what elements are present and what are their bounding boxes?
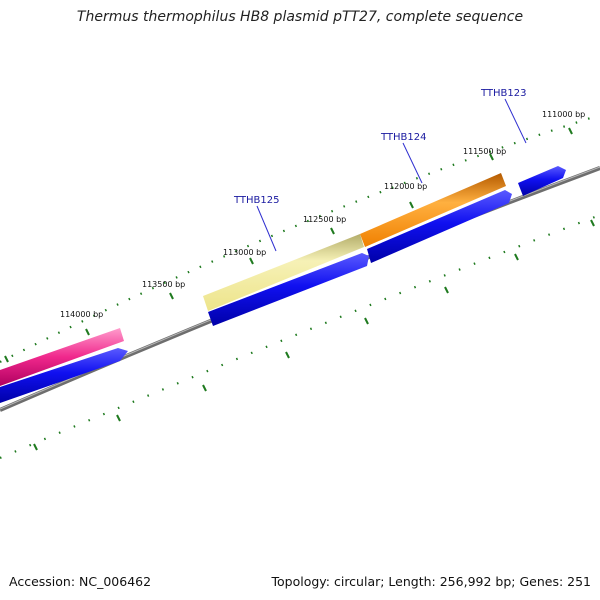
blue-gene-arrow — [0, 348, 128, 403]
major-tick — [489, 153, 494, 161]
outer-tick-ring — [0, 113, 600, 363]
major-tick — [169, 292, 174, 300]
major-tick — [249, 257, 254, 265]
major-ticks — [4, 127, 595, 451]
gene-label-tthb125[interactable]: TTHB125 — [233, 195, 280, 206]
blue-gene-arrow — [367, 190, 512, 263]
major-tick — [202, 384, 207, 392]
tick-label: 113500 bp — [142, 280, 185, 289]
callout-lines — [256, 98, 527, 252]
major-tick — [444, 286, 449, 294]
tick-label: 112000 bp — [384, 182, 427, 191]
tick-label: 112500 bp — [303, 215, 346, 224]
orange-feature — [360, 173, 506, 247]
major-tick — [590, 219, 595, 227]
major-tick — [4, 355, 9, 363]
map-title: Thermus thermophilus HB8 plasmid pTT27, … — [76, 9, 524, 25]
major-tick — [85, 328, 90, 336]
tick-label: 113000 bp — [223, 248, 266, 257]
tick-label: 111000 bp — [542, 110, 585, 119]
gene-label-tthb123[interactable]: TTHB123 — [480, 88, 527, 99]
callout-line — [402, 142, 423, 184]
major-tick — [116, 414, 121, 422]
pink-feature — [0, 328, 124, 386]
inner-tick-ring — [0, 213, 600, 460]
gene-label-tthb124[interactable]: TTHB124 — [380, 132, 427, 143]
callout-line — [504, 98, 527, 144]
topology-summary: Topology: circular; Length: 256,992 bp; … — [271, 574, 592, 589]
blue-gene-arrow — [208, 253, 369, 326]
major-tick — [409, 201, 414, 209]
major-tick — [33, 443, 38, 451]
major-tick — [568, 127, 573, 135]
major-tick — [514, 253, 519, 261]
major-tick — [364, 317, 369, 325]
khaki-feature — [203, 234, 364, 311]
major-tick — [330, 227, 335, 235]
callout-line — [256, 205, 277, 252]
major-tick — [285, 351, 290, 359]
tick-label: 111500 bp — [463, 147, 506, 156]
tick-label: 114000 bp — [60, 310, 103, 319]
accession-label: Accession: NC_006462 — [9, 574, 152, 589]
blue-gene-arrow — [518, 166, 566, 196]
